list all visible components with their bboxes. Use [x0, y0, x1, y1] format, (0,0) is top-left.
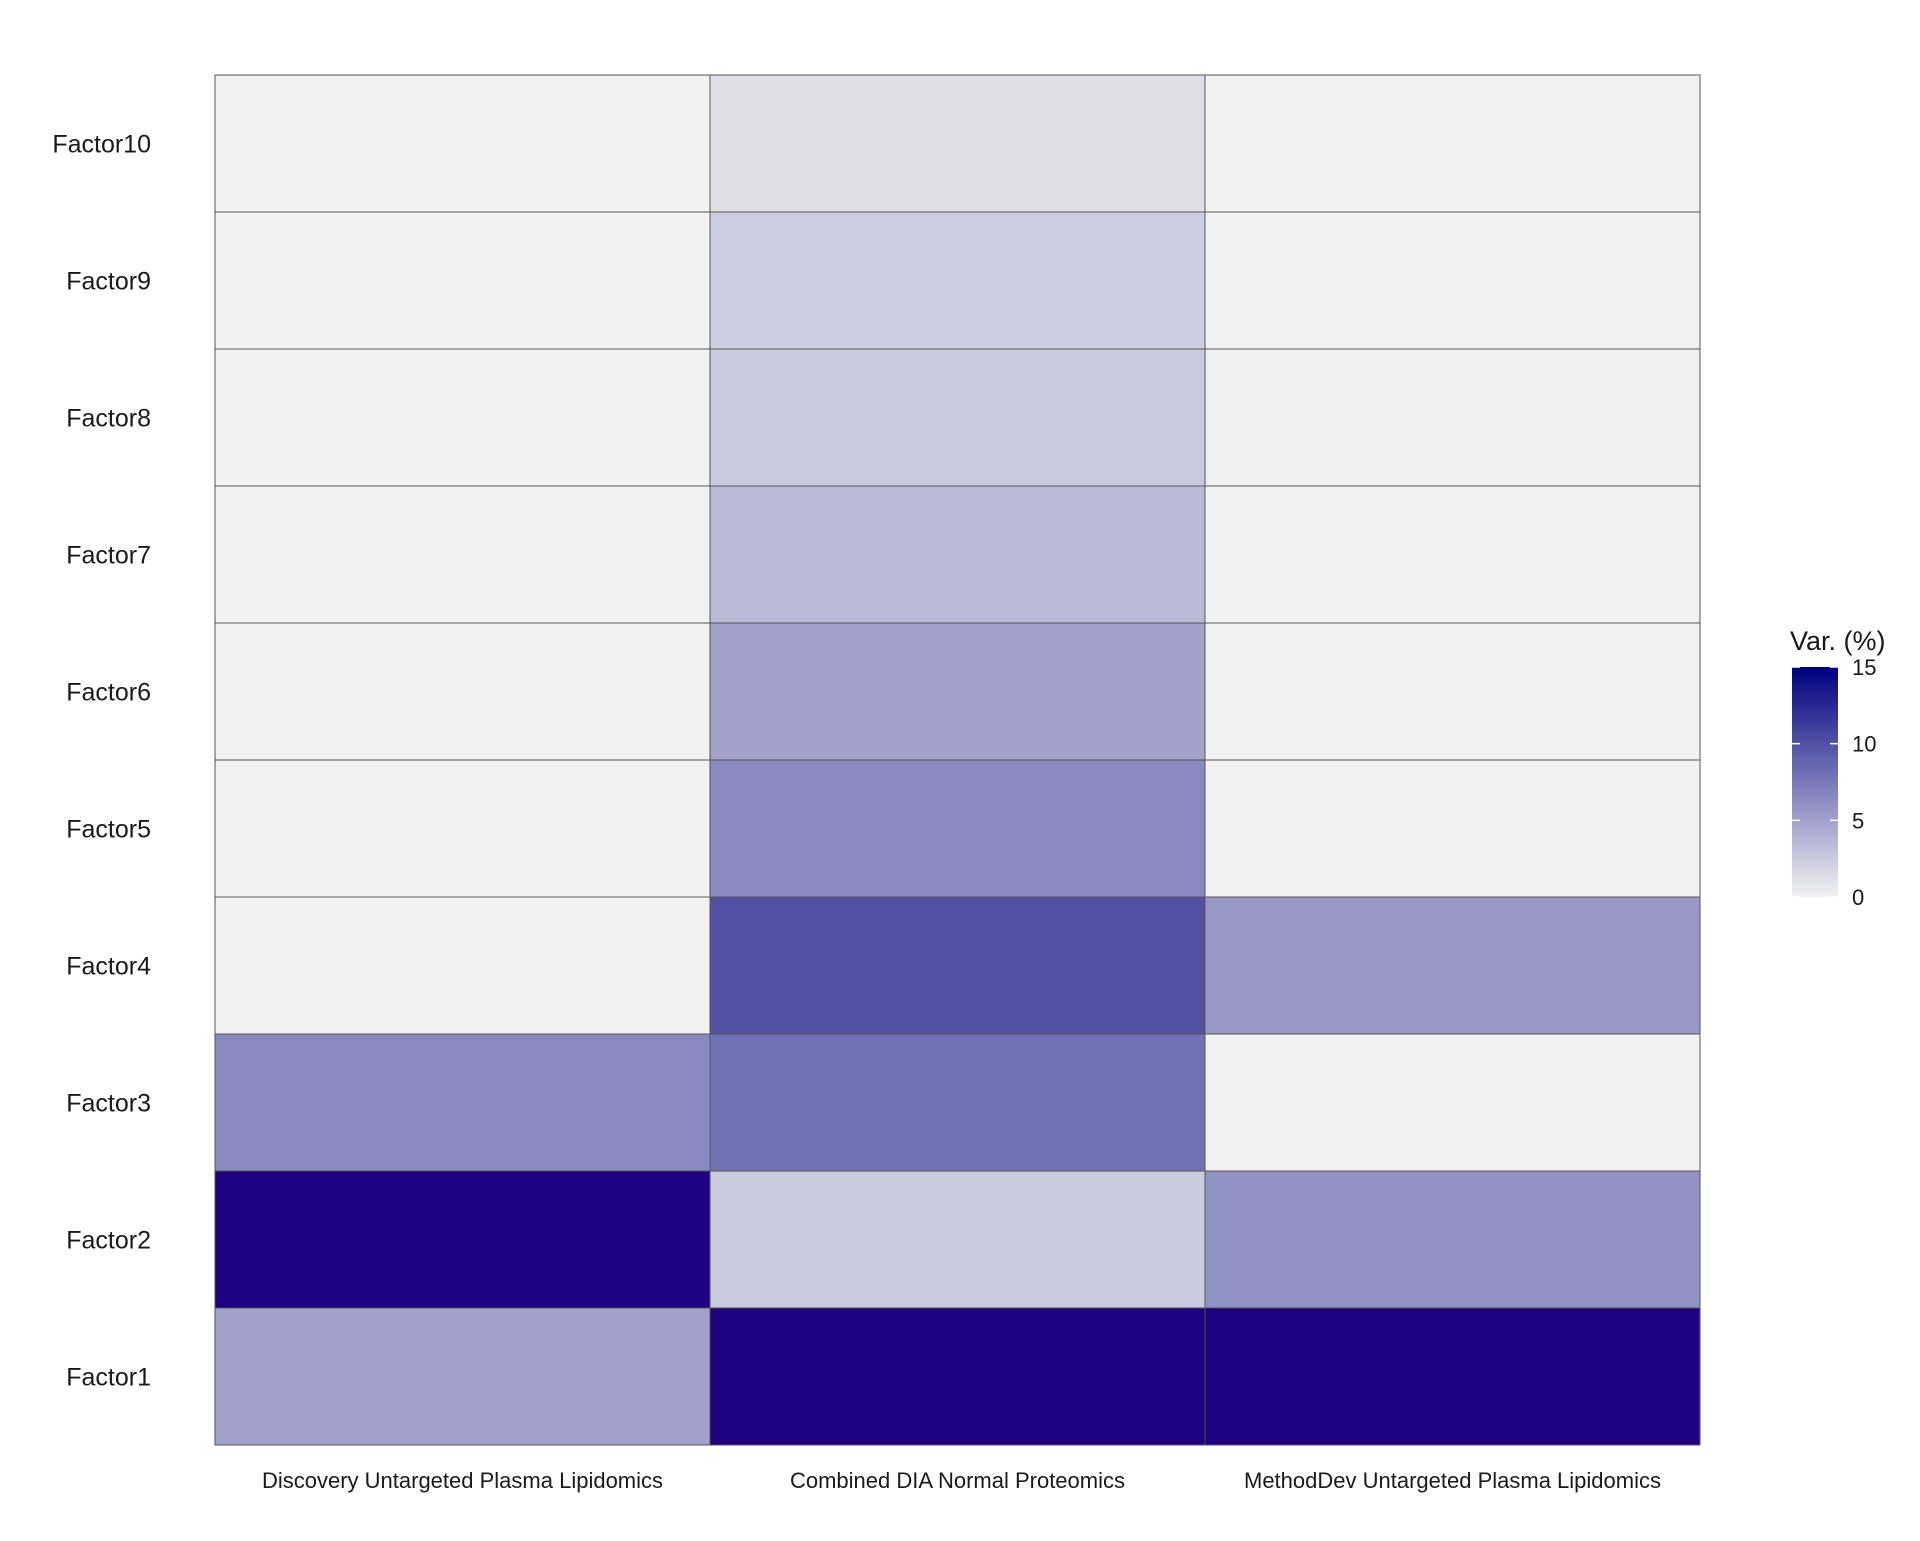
- legend-title: Var. (%): [1790, 626, 1886, 656]
- heatmap-cell-factor8-col2: [709, 348, 1206, 487]
- heatmap-cell-factor6-col1: [214, 622, 711, 761]
- heatmap-cells: [214, 74, 1701, 1446]
- y-tick-label: Factor7: [66, 542, 151, 570]
- y-tick-label: Factor2: [66, 1227, 151, 1255]
- heatmap-cell-factor6-col2: [709, 622, 1206, 761]
- heatmap-cell-factor3-col3: [1204, 1033, 1701, 1172]
- legend-color-bar: [1792, 667, 1838, 897]
- heatmap-cell-factor10-col1: [214, 74, 711, 213]
- legend-ticks: 0 5 10 15: [1792, 655, 1876, 910]
- heatmap-cell-factor10-col2: [709, 74, 1206, 213]
- heatmap-cell-factor8-col3: [1204, 348, 1701, 487]
- y-tick-label: Factor10: [52, 131, 151, 159]
- legend-tick-label: 0: [1852, 885, 1864, 910]
- heatmap-cell-factor2-col1: [214, 1170, 711, 1309]
- heatmap-cell-factor5-col1: [214, 759, 711, 898]
- heatmap-cell-factor6-col3: [1204, 622, 1701, 761]
- heatmap-cell-factor4-col3: [1204, 896, 1701, 1035]
- y-tick-label: Factor4: [66, 953, 151, 981]
- heatmap-cell-factor2-col3: [1204, 1170, 1701, 1309]
- legend-tick-label: 15: [1852, 655, 1876, 680]
- heatmap-cell-factor9-col3: [1204, 211, 1701, 350]
- x-tick-label: Discovery Untargeted Plasma Lipidomics: [262, 1468, 663, 1493]
- y-tick-label: Factor9: [66, 268, 151, 296]
- heatmap-cell-factor3-col2: [709, 1033, 1206, 1172]
- heatmap-cell-factor10-col3: [1204, 74, 1701, 213]
- heatmap-cell-factor3-col1: [214, 1033, 711, 1172]
- x-tick-label: MethodDev Untargeted Plasma Lipidomics: [1244, 1468, 1661, 1493]
- color-legend: Var. (%) 0 5 10 15: [1790, 626, 1886, 910]
- x-axis-labels: Discovery Untargeted Plasma Lipidomics Co…: [262, 1468, 1661, 1493]
- legend-tick-label: 10: [1852, 732, 1876, 757]
- legend-tick-label: 5: [1852, 808, 1864, 833]
- heatmap-cell-factor7-col3: [1204, 485, 1701, 624]
- heatmap-cell-factor1-col2: [709, 1307, 1206, 1446]
- heatmap-cell-factor4-col1: [214, 896, 711, 1035]
- heatmap-cell-factor5-col3: [1204, 759, 1701, 898]
- heatmap-cell-factor9-col1: [214, 211, 711, 350]
- heatmap-cell-factor1-col1: [214, 1307, 711, 1446]
- x-tick-label: Combined DIA Normal Proteomics: [790, 1468, 1125, 1493]
- y-axis-labels: Factor1 Factor2 Factor3 Factor4 Factor5 Facto…: [52, 131, 151, 1392]
- y-tick-label: Factor3: [66, 1090, 151, 1118]
- y-tick-label: Factor5: [66, 816, 151, 844]
- y-tick-label: Factor6: [66, 679, 151, 707]
- heatmap-cell-factor7-col2: [709, 485, 1206, 624]
- heatmap-cell-factor1-col3: [1204, 1307, 1701, 1446]
- y-tick-label: Factor8: [66, 405, 151, 433]
- heatmap-cell-factor7-col1: [214, 485, 711, 624]
- heatmap-cell-factor2-col2: [709, 1170, 1206, 1309]
- heatmap-cell-factor4-col2: [709, 896, 1206, 1035]
- y-tick-label: Factor1: [66, 1364, 151, 1392]
- heatmap-cell-factor8-col1: [214, 348, 711, 487]
- heatmap-cell-factor9-col2: [709, 211, 1206, 350]
- heatmap-cell-factor5-col2: [709, 759, 1206, 898]
